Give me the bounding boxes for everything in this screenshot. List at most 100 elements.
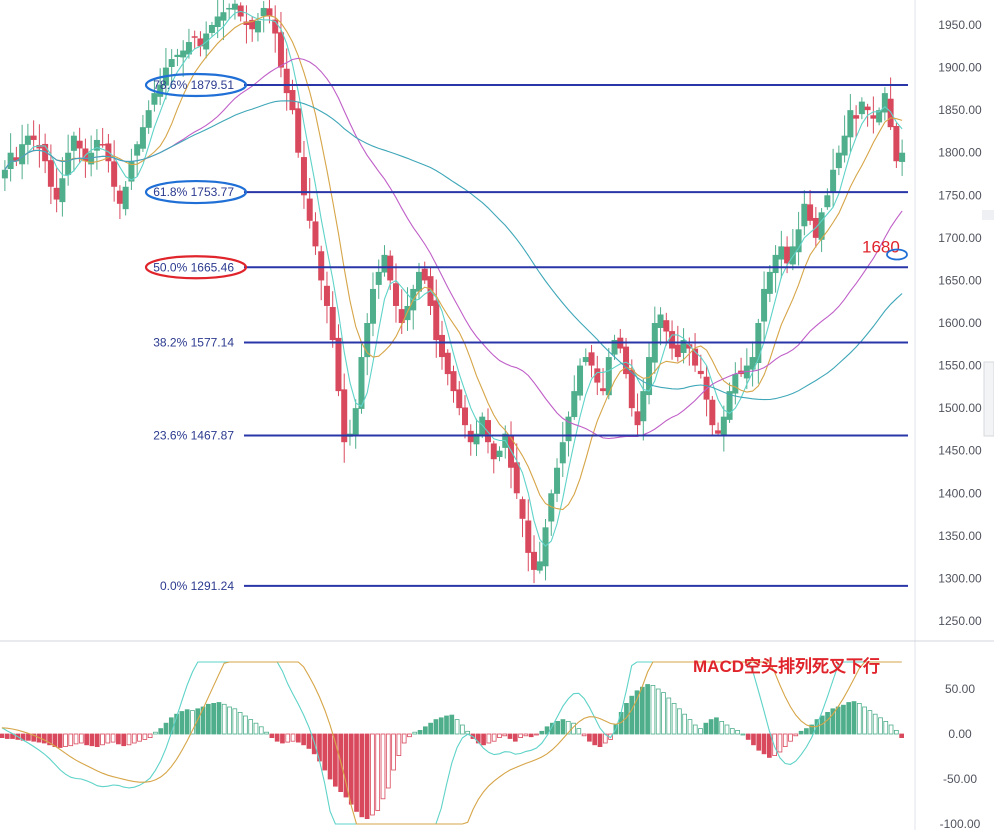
candle-body xyxy=(881,93,888,113)
macd-histogram-bar xyxy=(872,713,878,735)
price-tick-label: 1750.00 xyxy=(938,188,982,202)
macd-histogram-bar xyxy=(137,733,142,742)
macd-histogram-bar xyxy=(587,733,592,742)
candle-body xyxy=(433,300,440,341)
price-tick-label: 1550.00 xyxy=(938,359,982,373)
fib-level-label: 61.8% 1753.77 xyxy=(153,185,234,199)
macd-histogram-bar xyxy=(121,733,127,747)
candle-body xyxy=(272,19,279,34)
macd-histogram-bar xyxy=(4,733,10,739)
candle-body xyxy=(634,411,641,426)
candle-body xyxy=(692,348,699,366)
macd-histogram-bar xyxy=(407,733,412,738)
macd-histogram-bar xyxy=(126,733,132,746)
candle-body xyxy=(784,246,791,264)
candle-body xyxy=(519,499,526,519)
macd-note-label: MACD空头排列死叉下行 xyxy=(693,656,880,676)
macd-histogram-bar xyxy=(78,733,84,744)
candle-body xyxy=(640,391,647,422)
macd-histogram-bar xyxy=(777,733,783,753)
macd-histogram-bar xyxy=(444,715,449,735)
macd-histogram-bar xyxy=(772,733,777,757)
price-annotation: 1680 xyxy=(862,237,900,256)
fib-level-label: 50.0% 1665.46 xyxy=(153,260,234,274)
price-tick-label: 1500.00 xyxy=(938,401,982,415)
fib-highlight-circle xyxy=(144,255,248,280)
candle-body xyxy=(490,443,497,460)
candle-body xyxy=(93,139,100,151)
macd-histogram-bar xyxy=(671,703,677,735)
macd-histogram-bar xyxy=(835,706,841,735)
macd-histogram-bar xyxy=(422,726,428,735)
macd-histogram-bar xyxy=(248,719,254,735)
macd-histogram-bar xyxy=(761,733,767,755)
candle-body xyxy=(358,357,365,409)
moving-average-line xyxy=(4,10,903,547)
candle-body xyxy=(300,157,307,196)
candle-body xyxy=(588,352,595,366)
candle-body xyxy=(24,135,31,145)
macd-histogram-bar xyxy=(735,730,740,735)
scroll-handle xyxy=(982,210,994,220)
candle-body xyxy=(341,389,348,443)
candle-body xyxy=(531,551,538,570)
macd-histogram-bar xyxy=(237,712,243,735)
macd-histogram-bar xyxy=(153,731,158,735)
macd-histogram-bar xyxy=(555,721,560,735)
candle-body xyxy=(364,323,371,358)
candle-body xyxy=(450,371,457,392)
candle-body xyxy=(726,391,733,420)
macd-histogram-bar xyxy=(729,728,735,735)
candle-body xyxy=(899,152,906,162)
macd-histogram-bar xyxy=(100,733,105,746)
candle-body xyxy=(467,430,474,443)
candle-body xyxy=(605,357,612,396)
fib-level-label: 0.0% 1291.24 xyxy=(160,579,234,593)
candle-body xyxy=(128,161,135,182)
macd-histogram-bar xyxy=(851,701,857,735)
macd-histogram-bar xyxy=(740,733,746,736)
candle-body xyxy=(559,442,566,464)
candle-body xyxy=(778,246,785,260)
macd-histogram-bar xyxy=(63,733,68,748)
candle-body xyxy=(335,337,342,392)
macd-histogram-bar xyxy=(449,714,455,735)
candle-body xyxy=(65,152,72,175)
price-tick-label: 1300.00 xyxy=(938,571,982,585)
candle-body xyxy=(139,127,146,149)
candle-body xyxy=(191,36,198,38)
fib-highlight-circle xyxy=(144,179,248,205)
candle-body xyxy=(168,59,175,67)
candle-body xyxy=(312,221,319,247)
candle-body xyxy=(116,190,123,204)
candle-body xyxy=(600,388,607,392)
macd-histogram-bar xyxy=(518,733,523,738)
candle-body xyxy=(766,271,773,294)
candle-body xyxy=(577,365,584,396)
macd-dea-line xyxy=(1,661,902,825)
macd-histogram-bar xyxy=(894,730,899,735)
macd-histogram-bar xyxy=(0,733,5,738)
macd-histogram-bar xyxy=(798,730,804,735)
candle-body xyxy=(47,160,54,187)
candle-body xyxy=(772,254,779,274)
macd-histogram-bar xyxy=(465,730,471,735)
candle-body xyxy=(485,420,492,443)
macd-histogram-bar xyxy=(206,703,211,735)
candle-body xyxy=(536,561,543,571)
macd-histogram-bar xyxy=(899,733,904,738)
candle-body xyxy=(438,334,445,358)
candle-body xyxy=(864,106,871,111)
annotation-circle xyxy=(886,248,908,261)
candle-body xyxy=(801,203,808,227)
macd-histogram-bar xyxy=(348,733,354,805)
candle-body xyxy=(835,152,842,169)
candle-body xyxy=(853,115,860,119)
candle-body xyxy=(611,340,618,355)
candle-body xyxy=(444,352,451,375)
candle-body xyxy=(807,204,814,221)
macd-histogram-bar xyxy=(883,721,889,735)
candle-body xyxy=(876,110,883,123)
macd-histogram-bar xyxy=(629,695,635,735)
